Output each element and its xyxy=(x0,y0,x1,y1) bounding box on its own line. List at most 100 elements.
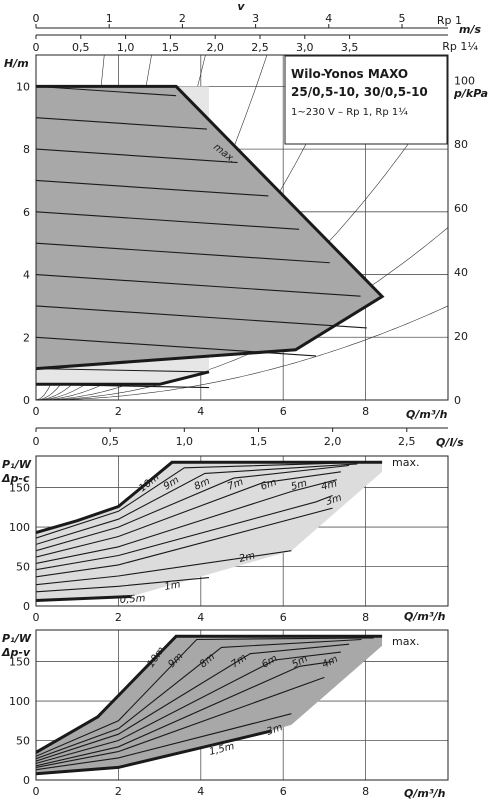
rp1-tick-label: 4 xyxy=(325,12,332,25)
pressure-y-tick-label: 100 xyxy=(454,74,475,87)
power-y-tick-label: 150 xyxy=(9,482,30,495)
flow-ls-tick-label: 2,0 xyxy=(324,435,342,448)
curve-label: 0,5m xyxy=(119,593,146,606)
operating-range-area xyxy=(36,86,383,369)
power-x-tick-label: 0 xyxy=(33,785,40,798)
power-x-tick-label: 8 xyxy=(362,785,369,798)
rp114-axis-label: Rp 1¼ xyxy=(442,40,478,53)
rp114-tick-group: 0 0,5 1,0 1,5 2,0 2,5 3,0 3,5 xyxy=(33,35,359,54)
head-x-ticks: 0 2 4 6 8 xyxy=(33,405,370,418)
flow-ls-tick-label: 2,5 xyxy=(398,435,416,448)
velocity-symbol: v xyxy=(237,0,245,13)
curve-label: 3m xyxy=(265,722,284,738)
power-curve-1,5m xyxy=(36,729,272,776)
power-x-tick-label: 6 xyxy=(280,611,287,624)
power-curve-3m xyxy=(36,713,292,771)
head-level-lines xyxy=(36,85,367,389)
head-y-label: H/m xyxy=(4,57,29,70)
power-curve-5m xyxy=(36,661,333,767)
power-curve-3m xyxy=(36,507,333,578)
power-curve-8m xyxy=(36,638,362,760)
power-curve-4m xyxy=(36,676,325,768)
curve-label: 4m xyxy=(320,478,339,493)
power-y-tick-label: 0 xyxy=(23,600,30,613)
power-curve-0,5m xyxy=(36,595,131,602)
rp1-tick-label: 2 xyxy=(179,12,186,25)
power-curve-10m xyxy=(36,460,383,535)
power-dpc-chart: 0 0,5 1,0 1,5 2,0 2,5 Q/l/s 10m 9m 8m 7m 6m 5m 4m3m… xyxy=(1,427,464,624)
power-curve-4m xyxy=(36,494,333,571)
power-curve-9m xyxy=(36,637,374,757)
top-velocity-axes: 0 1 2 3 4 5 0 0,5 1,0 1,5 2,0 2,5 3,0 3,5 v m/s Rp 1… xyxy=(33,0,482,54)
rp114-tick-label: 0 xyxy=(33,41,40,54)
max-envelope-curve xyxy=(36,84,385,371)
flow-ls-tick-label: 0,5 xyxy=(101,435,119,448)
power-curve-7m xyxy=(36,464,350,552)
head-y-tick-label: 10 xyxy=(16,80,30,93)
head-x-tick-label: 2 xyxy=(115,405,122,418)
dpv-x-ticks: 0 2 4 6 8 xyxy=(33,785,370,798)
curve-label: 1m xyxy=(164,579,182,593)
power-curve-5m xyxy=(36,479,337,564)
rp1-tick-label: 5 xyxy=(399,12,406,25)
pressure-y-tick-label: 20 xyxy=(454,330,468,343)
rp114-tick-label: 2,0 xyxy=(206,41,224,54)
dpv-plot-border xyxy=(35,629,449,781)
power-curve-6m xyxy=(36,471,341,558)
curve-label: 5m xyxy=(290,478,309,493)
dpv-max-annotation: max. xyxy=(392,635,419,648)
pressure-y-tick-label: 60 xyxy=(454,202,468,215)
dpc-mode-label: Δp-c xyxy=(1,472,30,485)
power-x-tick-label: 6 xyxy=(280,785,287,798)
head-y-tick-label: 0 xyxy=(23,394,30,407)
power-curve-1m xyxy=(36,577,210,593)
head-x-label: Q/m³/h xyxy=(406,408,448,421)
power-y-tick-label: 50 xyxy=(16,735,30,748)
pressure-y-label: p/kPa xyxy=(453,87,488,100)
power-y-tick-label: 150 xyxy=(9,656,30,669)
head-plot-border xyxy=(35,54,449,401)
head-y-tick-label: 2 xyxy=(23,331,30,344)
power-curve-2m xyxy=(36,550,292,586)
power-y-tick-label: 100 xyxy=(9,521,30,534)
pressure-y-ticks: 0 20 40 60 80 100 xyxy=(454,74,475,407)
dpc-x-ticks: 0 2 4 6 8 xyxy=(33,611,370,624)
head-x-tick-label: 0 xyxy=(33,405,40,418)
power-curve-8m xyxy=(36,463,358,545)
rp114-tick-label: 3,5 xyxy=(341,41,359,54)
min-curve xyxy=(36,370,210,386)
pressure-y-tick-label: 0 xyxy=(454,394,461,407)
head-y-tick-label: 8 xyxy=(23,143,30,156)
dpc-series-group xyxy=(36,460,383,602)
head-flow-chart: Wilo-Yonos MAXO 25/0,5-10, 30/0,5-10 1~2… xyxy=(4,54,488,421)
rp1-tick-group: 0 1 2 3 4 5 xyxy=(33,12,406,28)
dpv-series-group xyxy=(36,634,383,776)
flow-ls-label: Q/l/s xyxy=(436,436,464,449)
title-box xyxy=(284,55,448,145)
head-x-tick-label: 8 xyxy=(362,405,369,418)
head-x-tick-label: 4 xyxy=(197,405,204,418)
rp114-tick-label: 3,0 xyxy=(296,41,314,54)
pressure-y-tick-label: 80 xyxy=(454,138,468,151)
head-x-tick-label: 6 xyxy=(280,405,287,418)
power-x-tick-label: 4 xyxy=(197,611,204,624)
flow-ls-ticks: 0 0,5 1,0 1,5 2,0 2,5 xyxy=(33,428,416,448)
power-x-tick-label: 2 xyxy=(115,611,122,624)
head-y-ticks: 0 2 4 6 8 10 xyxy=(16,80,30,407)
rp114-tick-label: 2,5 xyxy=(251,41,269,54)
power-y-tick-label: 50 xyxy=(16,561,30,574)
power-x-tick-label: 2 xyxy=(115,785,122,798)
rp1-tick-label: 1 xyxy=(106,12,113,25)
pressure-y-tick-label: 40 xyxy=(454,266,468,279)
rp114-tick-label: 1,5 xyxy=(162,41,180,54)
power-curve-10m xyxy=(36,634,383,754)
curve-label: 2m xyxy=(238,550,257,565)
power-x-tick-label: 8 xyxy=(362,611,369,624)
dpc-max-annotation: max. xyxy=(392,456,419,469)
flow-ls-tick-label: 1,5 xyxy=(250,435,268,448)
flow-ls-tick-label: 0 xyxy=(33,435,40,448)
power-x-tick-label: 4 xyxy=(197,785,204,798)
